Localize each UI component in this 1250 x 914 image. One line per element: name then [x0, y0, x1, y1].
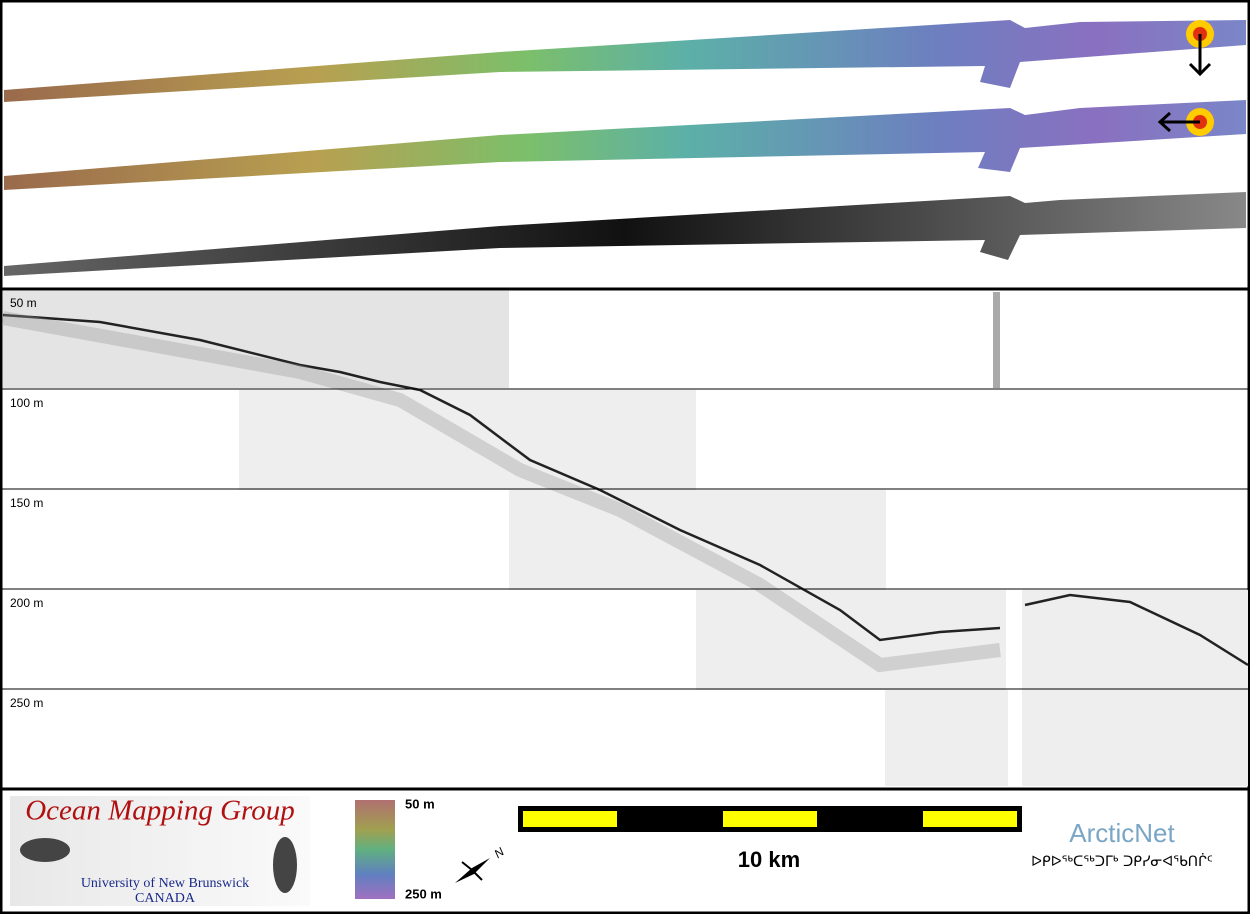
- swath-panel: [4, 20, 1246, 276]
- sun-icon: [1157, 108, 1214, 136]
- depth-label: 200 m: [10, 596, 43, 610]
- depth-label: 250 m: [10, 696, 43, 710]
- depth-label: 50 m: [10, 296, 37, 310]
- swath-strip: [4, 100, 1246, 190]
- color-bar-label: 50 m: [405, 796, 435, 811]
- logo-university: University of New Brunswick: [81, 876, 249, 891]
- logo-title: Ocean Mapping Group: [25, 795, 295, 827]
- swath-strip: [4, 20, 1246, 102]
- depth-label: 150 m: [10, 496, 43, 510]
- profile-tile: [509, 490, 886, 590]
- sun-icon: [1186, 20, 1214, 77]
- logo-country: CANADA: [135, 891, 196, 906]
- color-bar: [355, 800, 395, 899]
- color-bar-label: 250 m: [405, 886, 442, 901]
- logo: Ocean Mapping Group University of New Br…: [10, 795, 310, 906]
- profile-panel: 50 m 100 m 150 m 200 m 250 m: [0, 291, 1250, 786]
- depth-label: 100 m: [10, 396, 43, 410]
- partner-name: ArcticNet: [1069, 818, 1175, 848]
- subbottom: [1, 311, 1001, 673]
- profile-tile: [696, 590, 1006, 690]
- profile-tile: [3, 291, 509, 388]
- scale-bar: [518, 806, 1022, 832]
- seafloor-line: [2, 313, 1249, 667]
- backscatter-strip: [4, 192, 1246, 276]
- profile-tile: [993, 292, 1000, 388]
- profile-tile: [885, 690, 1008, 786]
- profile-tile: [239, 390, 696, 490]
- depth-lines: [0, 388, 1250, 690]
- partner-syllabics: ᐅᑭᐅᖅᑕᖅᑐᒥᒃ ᑐᑭᓯᓂᐊᖃᑎᒌᑦ: [1031, 853, 1213, 870]
- profile-tile: [1022, 590, 1248, 786]
- scale-label: 10 km: [738, 847, 800, 872]
